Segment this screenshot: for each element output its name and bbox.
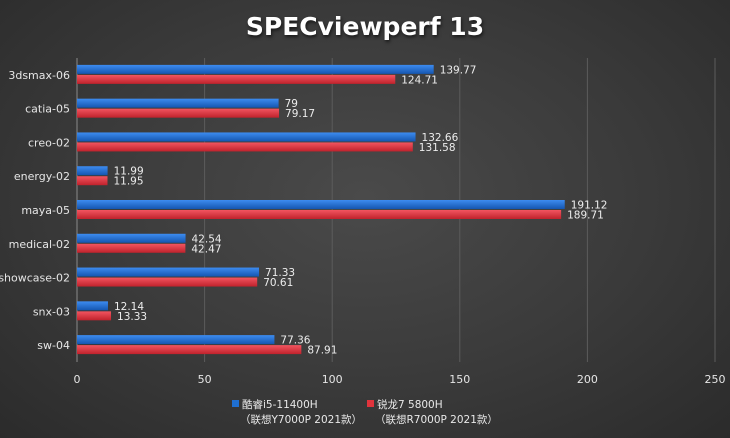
category-label: showcase-02 (0, 272, 70, 285)
bar-creo-02-series-0 (77, 132, 416, 142)
legend-sublabel: （联想Y7000P 2021款） (240, 414, 363, 426)
category-label: catia-05 (25, 103, 70, 116)
category-label: medical-02 (9, 238, 70, 251)
legend-label: 酷睿i5-11400H (242, 399, 318, 411)
bar-showcase-02-series-0 (77, 267, 260, 277)
bar-medical-02-series-0 (77, 233, 186, 243)
x-tick-label: 150 (449, 373, 470, 386)
x-tick-label: 50 (198, 373, 212, 386)
bar-snx-03-series-1 (77, 311, 112, 321)
data-label: 11.95 (113, 176, 143, 188)
data-label: 79 (285, 98, 298, 110)
data-label: 139.77 (440, 64, 477, 76)
bar-catia-05-series-0 (77, 98, 279, 108)
legend-label: 锐龙7 5800H (377, 399, 443, 411)
bar-showcase-02-series-1 (77, 277, 258, 287)
category-label: 3dsmax-06 (8, 69, 70, 82)
legend-swatch-icon (232, 400, 239, 407)
bar-medical-02-series-1 (77, 243, 186, 253)
bars (77, 64, 565, 355)
data-label: 191.12 (571, 200, 608, 212)
data-label: 189.71 (567, 210, 604, 222)
data-label: 79.17 (285, 108, 315, 120)
bar-snx-03-series-0 (77, 301, 108, 311)
bar-catia-05-series-1 (77, 108, 280, 118)
data-label: 70.61 (263, 277, 293, 289)
data-label: 131.58 (419, 142, 456, 154)
bar-energy-02-series-0 (77, 166, 108, 176)
legend-item-series-0: 酷睿i5-11400H （联想Y7000P 2021款） (232, 398, 362, 428)
data-label: 13.33 (117, 311, 147, 323)
x-tick-label: 100 (322, 373, 343, 386)
data-label: 12.14 (114, 301, 144, 313)
bar-creo-02-series-1 (77, 142, 413, 152)
data-label: 42.47 (191, 243, 221, 255)
bar-3dsmax-06-series-1 (77, 74, 396, 84)
category-label: creo-02 (28, 136, 70, 149)
bar-maya-05-series-1 (77, 210, 562, 219)
data-label: 71.33 (265, 267, 295, 279)
legend-sublabel: （联想R7000P 2021款） (375, 414, 498, 426)
x-tick-label: 200 (577, 373, 598, 386)
x-tick-label: 250 (705, 373, 726, 386)
bar-sw-04-series-1 (77, 345, 302, 355)
category-label: snx-03 (33, 305, 70, 318)
chart-title: SPECviewperf 13 (245, 12, 485, 41)
bar-maya-05-series-0 (77, 200, 565, 209)
bar-3dsmax-06-series-0 (77, 64, 434, 74)
data-label: 87.91 (307, 345, 337, 357)
bar-energy-02-series-1 (77, 176, 108, 186)
legend-item-series-1: 锐龙7 5800H （联想R7000P 2021款） (367, 398, 498, 428)
category-label: maya-05 (21, 204, 70, 217)
data-label: 77.36 (280, 335, 310, 347)
data-label: 42.54 (192, 233, 222, 245)
data-label: 124.71 (401, 74, 438, 86)
bar-sw-04-series-0 (77, 335, 275, 345)
legend-swatch-icon (367, 400, 374, 407)
category-label: sw-04 (37, 339, 70, 352)
data-label: 132.66 (422, 132, 459, 144)
x-tick-label: 0 (74, 373, 81, 386)
data-label: 11.99 (114, 166, 144, 178)
category-label: energy-02 (14, 170, 70, 183)
